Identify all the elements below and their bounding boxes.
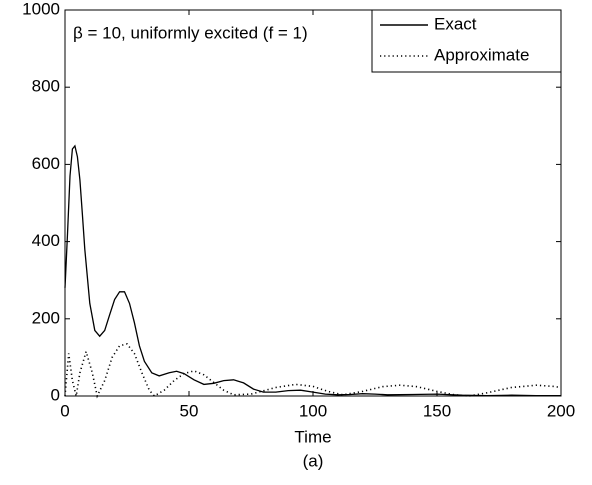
legend-box: [371, 9, 562, 73]
series-line: [64, 342, 562, 399]
y-tick-label: 1000: [22, 0, 60, 18]
series-line: [64, 144, 561, 397]
x-axis-label: Time: [294, 427, 331, 446]
y-tick-label: 200: [32, 308, 60, 327]
x-tick-label: 200: [547, 401, 575, 420]
y-tick-label: 400: [32, 231, 60, 250]
annotation: β = 10, uniformly excited (f = 1): [73, 23, 308, 42]
x-tick-label: 100: [299, 401, 327, 420]
legend-label: Exact: [434, 14, 477, 33]
y-tick-label: 600: [32, 154, 60, 173]
y-tick-label: 800: [32, 77, 60, 96]
x-tick-label: 0: [60, 401, 69, 420]
y-tick-label: 0: [51, 385, 60, 404]
legend: Exact Approximate: [371, 9, 562, 73]
x-tick-label: 150: [423, 401, 451, 420]
legend-label: Approximate: [434, 45, 529, 64]
caption: (a): [303, 451, 324, 470]
x-tick-label: 50: [180, 401, 199, 420]
